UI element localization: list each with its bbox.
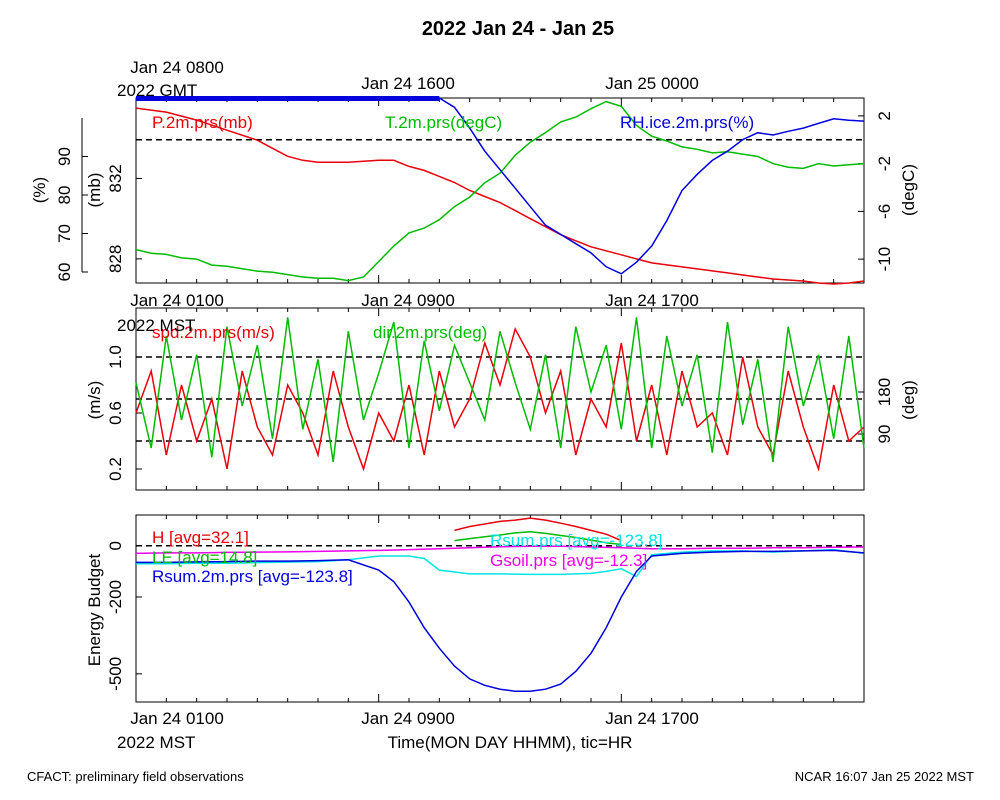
energy-axis-label: Energy Budget xyxy=(85,553,104,666)
mb-tick-label: 832 xyxy=(106,164,125,192)
pct-axis-label: (%) xyxy=(30,177,49,203)
degc-tick-label: -10 xyxy=(875,247,894,272)
legend-label: RH.ice.2m.prs(%) xyxy=(620,113,754,132)
mb-axis-label: (mb) xyxy=(85,173,104,208)
ms-tick-label: 0.6 xyxy=(106,401,125,425)
bottom-time-label-2: Jan 24 0900 xyxy=(361,709,455,728)
degc-tick-label: -6 xyxy=(875,204,894,219)
degc-tick-label: 2 xyxy=(875,111,894,120)
legend-label: dir.2m.prs(deg) xyxy=(373,323,487,342)
legend-label: Rsum.2m.prs [avg=-123.8] xyxy=(152,567,353,586)
legend-label: P.2m.prs(mb) xyxy=(152,113,253,132)
top-time-label-3: Jan 25 0000 xyxy=(605,74,699,93)
pct-tick-label: 60 xyxy=(55,263,74,282)
x-axis-title: Time(MON DAY HHMM), tic=HR xyxy=(388,733,633,752)
pct-tick-label: 90 xyxy=(55,147,74,166)
legend-label: spd.2m.prs(m/s) xyxy=(152,323,275,342)
mid-time-label-3: Jan 24 1700 xyxy=(605,291,699,310)
top-time-label-2: Jan 24 1600 xyxy=(361,74,455,93)
mid-time-label-1: Jan 24 0100 xyxy=(130,291,224,310)
series-line-magenta xyxy=(135,545,865,555)
pct-tick-label: 70 xyxy=(55,224,74,243)
series-line-blue xyxy=(136,549,865,692)
pct-tick-label: 80 xyxy=(55,186,74,205)
footer-right: NCAR 16:07 Jan 25 2022 MST xyxy=(795,769,974,784)
energy-tick-label: 0 xyxy=(106,541,125,550)
top-zone-label: 2022 GMT xyxy=(117,81,197,100)
mb-tick-label: 828 xyxy=(106,245,125,273)
legend-label: LE [avg=14.8] xyxy=(152,548,257,567)
series-line-deg xyxy=(135,317,865,463)
footer-left: CFACT: preliminary field observations xyxy=(27,769,244,784)
degc-tick-label: -2 xyxy=(875,156,894,171)
series-line-pct xyxy=(136,97,865,275)
ms-axis-label: (m/s) xyxy=(85,381,104,420)
series-line-red xyxy=(454,517,622,542)
bottom-time-label-1: Jan 24 0100 xyxy=(130,709,224,728)
legend-label: Rsum.prs [avg=-123.8] xyxy=(490,531,662,550)
series-line-cyan xyxy=(136,548,865,578)
mid-time-label-2: Jan 24 0900 xyxy=(361,291,455,310)
bottom-time-label-3: Jan 24 1700 xyxy=(605,709,699,728)
energy-tick-label: -200 xyxy=(106,580,125,614)
degc-axis-label: (degC) xyxy=(899,164,918,216)
mid-zone-label: 2022 MST xyxy=(117,316,195,335)
ms-tick-label: 1.0 xyxy=(106,345,125,369)
bottom-zone-label: 2022 MST xyxy=(117,733,195,752)
legend-label: T.2m.prs(degC) xyxy=(385,113,502,132)
series-line-ms xyxy=(135,326,865,472)
series-line-mb xyxy=(135,107,865,285)
series-line-degC xyxy=(135,100,865,282)
top-time-label-1: Jan 24 0800 xyxy=(130,58,224,77)
legend-label: Gsoil.prs [avg=-12.3] xyxy=(490,551,647,570)
top-panel: 828 832(mb) 60 70 80 90 (%) 2 -2 -6 -10 (degC) P.2m.… xyxy=(30,96,918,285)
legend-label: H [avg=32.1] xyxy=(152,528,249,547)
deg-tick-label: 180 xyxy=(875,378,894,406)
deg-tick-label: 90 xyxy=(875,425,894,444)
ms-tick-label: 0.2 xyxy=(106,457,125,481)
middle-panel: 0.2 0.6 1.0(m/s) 90 180 (deg) spd.2m.prs(m/s) d… xyxy=(85,307,918,491)
energy-tick-label: -500 xyxy=(106,657,125,691)
series-line-green xyxy=(454,530,622,546)
deg-axis-label: (deg) xyxy=(899,380,918,420)
chart-title: 2022 Jan 24 - Jan 25 xyxy=(422,18,614,40)
